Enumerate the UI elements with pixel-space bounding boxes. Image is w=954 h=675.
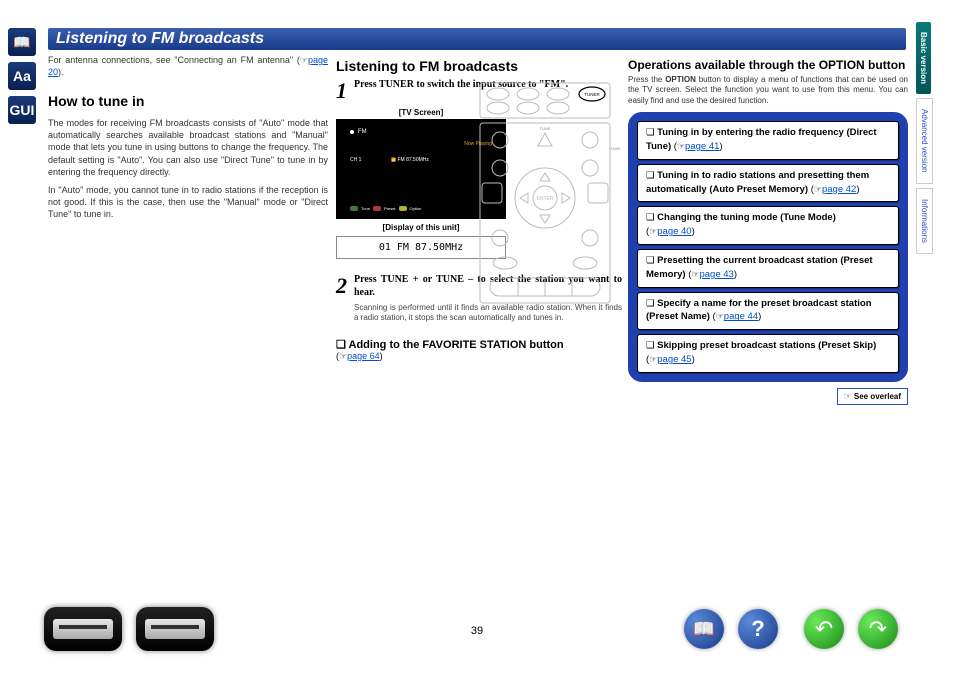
heading-favorite-station: ❏ Adding to the FAVORITE STATION button xyxy=(336,338,622,351)
tv-btn-option: Option xyxy=(410,206,422,211)
opt-preset-memory[interactable]: ❏ Presetting the current broadcast stati… xyxy=(637,249,899,288)
link-page-41[interactable]: page 41 xyxy=(685,141,719,152)
link-page-43[interactable]: page 43 xyxy=(699,269,733,280)
device-front-button[interactable] xyxy=(44,607,122,651)
nav-back-button[interactable]: ↶ xyxy=(804,609,844,649)
link-page-42[interactable]: page 42 xyxy=(822,184,856,195)
opt-tune-mode[interactable]: ❏ Changing the tuning mode (Tune Mode)(☞… xyxy=(637,206,899,245)
column-left: For antenna connections, see "Connecting… xyxy=(48,54,328,226)
link-page-40[interactable]: page 40 xyxy=(657,226,691,237)
step-2-num: 2 xyxy=(336,273,354,299)
svg-text:TUNER: TUNER xyxy=(584,92,600,97)
tune-para-1: The modes for receiving FM broadcasts co… xyxy=(48,117,328,178)
svg-text:ENTER: ENTER xyxy=(537,196,554,202)
book-icon[interactable]: 📖 xyxy=(8,28,36,56)
see-overleaf-button[interactable]: ☞ See overleaf xyxy=(837,388,908,405)
option-menu-box: ❏ Tuning in by entering the radio freque… xyxy=(628,112,908,382)
svg-text:+10dB: +10dB xyxy=(608,146,620,151)
tune-para-2: In "Auto" mode, you cannot tune in to ra… xyxy=(48,184,328,220)
heading-option-button: Operations available through the OPTION … xyxy=(628,58,908,72)
side-tabs: Basic version Advanced version Informati… xyxy=(916,22,948,258)
heading-how-to-tune: How to tune in xyxy=(48,92,328,111)
page-number: 39 xyxy=(471,625,483,637)
opt-preset-skip[interactable]: ❏ Skipping preset broadcast stations (Pr… xyxy=(637,334,899,373)
device-rear-button[interactable] xyxy=(136,607,214,651)
tv-frequency: FM 87.50MHz xyxy=(398,157,429,163)
antenna-intro: For antenna connections, see "Connecting… xyxy=(48,54,328,78)
link-page-64[interactable]: page 64 xyxy=(347,351,380,361)
opt-preset-name[interactable]: ❏ Specify a name for the preset broadcas… xyxy=(637,292,899,331)
tv-btn-preset: Preset xyxy=(384,206,396,211)
font-icon[interactable]: Aa xyxy=(8,62,36,90)
nav-contents-button[interactable]: 📖 xyxy=(684,609,724,649)
heading-listening-fm: Listening to FM broadcasts xyxy=(336,58,622,74)
tab-informations[interactable]: Informations xyxy=(916,188,933,254)
option-intro: Press the OPTION button to display a men… xyxy=(628,75,908,106)
tv-fm-label: FM xyxy=(358,129,367,135)
manual-page: 📖 Aa GUI Listening to FM broadcasts For … xyxy=(0,0,954,675)
intro-post: ). xyxy=(58,67,64,77)
remote-diagram: TUNER ENTER TUNE +10dB xyxy=(470,78,620,308)
fav-heading-text: ❏ Adding to the FAVORITE STATION button xyxy=(336,339,564,351)
link-page-45[interactable]: page 45 xyxy=(657,354,691,365)
nav-forward-button[interactable]: ↷ xyxy=(858,609,898,649)
intro-text: For antenna connections, see "Connecting… xyxy=(48,55,300,65)
tv-channel: CH 1 xyxy=(350,157,361,163)
nav-help-button[interactable]: ? xyxy=(738,609,778,649)
tab-advanced-version[interactable]: Advanced version xyxy=(916,98,933,184)
step-1-num: 1 xyxy=(336,78,354,104)
opt-direct-tune[interactable]: ❏ Tuning in by entering the radio freque… xyxy=(637,121,899,160)
link-page-44[interactable]: page 44 xyxy=(724,311,758,322)
tab-basic-version[interactable]: Basic version xyxy=(916,22,931,94)
fav-page-link-row: (☞page 64) xyxy=(336,351,622,362)
left-icon-rail: 📖 Aa GUI xyxy=(8,28,38,130)
pointer-icon: ☞ xyxy=(300,55,308,65)
column-right: Operations available through the OPTION … xyxy=(628,58,908,405)
opt-auto-preset[interactable]: ❏ Tuning in to radio stations and preset… xyxy=(637,164,899,203)
svg-text:TUNE: TUNE xyxy=(540,126,551,131)
pointer-icon: ☞ xyxy=(339,351,347,361)
gui-icon[interactable]: GUI xyxy=(8,96,36,124)
bottom-bar: 39 📖 ? ↶ ↷ xyxy=(0,601,954,657)
page-title: Listening to FM broadcasts xyxy=(48,28,906,50)
tv-btn-tune: Tune xyxy=(361,206,370,211)
